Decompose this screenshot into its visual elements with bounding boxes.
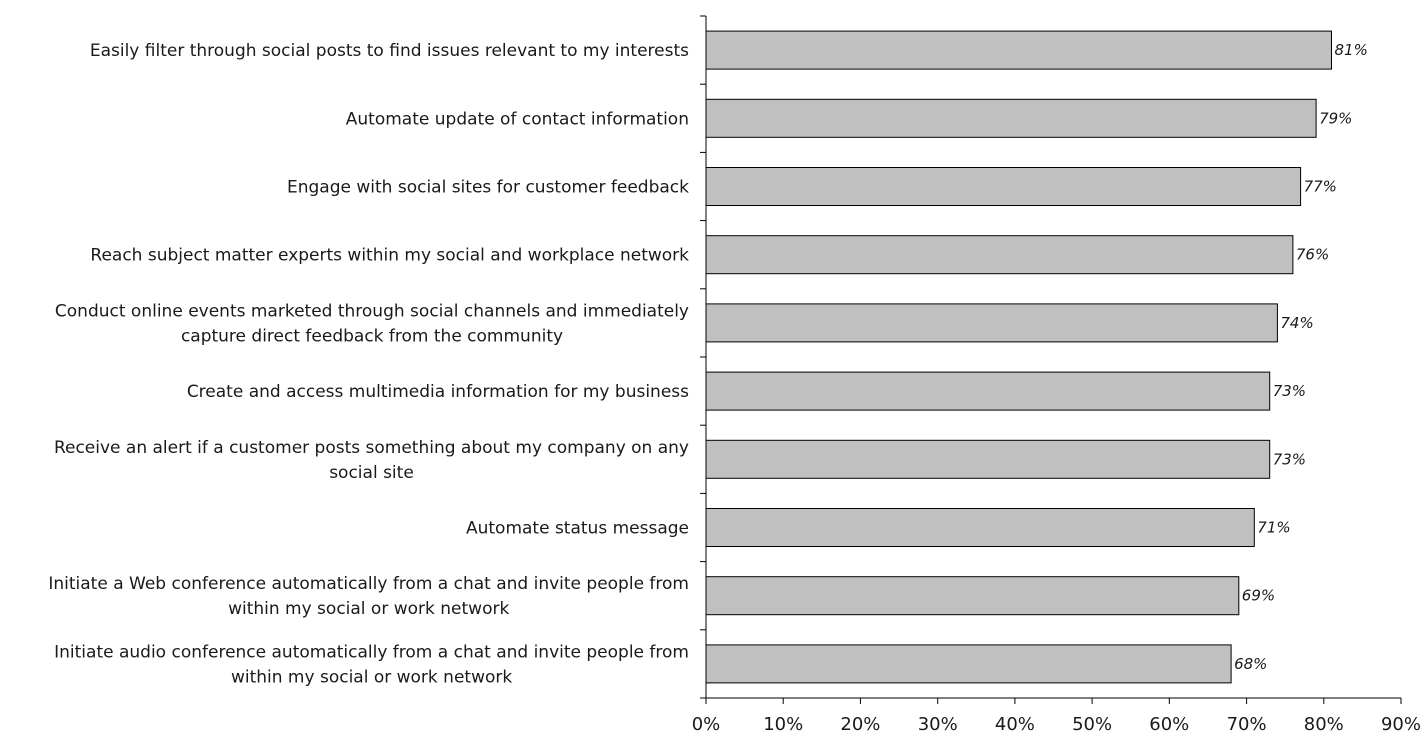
category-label: Reach subject matter experts within my s…: [90, 246, 689, 266]
category-label: Engage with social sites for customer fe…: [287, 178, 689, 198]
axes: 0% 10% 20% 30% 40% 50% 60% 70% 80% 90%: [692, 15, 1421, 735]
data-label: 73%: [1273, 382, 1306, 400]
category-labels: Easily filter through social posts to fi…: [48, 41, 689, 687]
x-tick-label: 90%: [1381, 714, 1421, 735]
category-label: Easily filter through social posts to fi…: [90, 41, 689, 61]
bar: [705, 303, 1278, 343]
data-label: 69%: [1242, 587, 1275, 605]
category-label-line: within my social or work network: [231, 667, 512, 687]
category-label: Automate status message: [466, 519, 689, 539]
category-label-line: social site: [329, 463, 414, 483]
x-tick-label: 80%: [1304, 714, 1344, 735]
data-label: 73%: [1273, 450, 1306, 468]
bar: [705, 30, 1332, 70]
x-tick-label: 20%: [840, 714, 880, 735]
bar: [705, 235, 1294, 275]
bar: [705, 644, 1232, 684]
category-label-line: within my social or work network: [228, 599, 509, 619]
category-label: Automate update of contact information: [346, 109, 689, 129]
data-label: 68%: [1234, 655, 1267, 673]
data-label: 79%: [1319, 109, 1352, 127]
category-label-line: capture direct feedback from the communi…: [181, 326, 563, 346]
x-tick-label: 40%: [995, 714, 1035, 735]
data-label: 76%: [1296, 246, 1329, 264]
bar: [705, 508, 1255, 547]
data-label: 81%: [1335, 41, 1368, 59]
bar: [705, 371, 1271, 411]
x-tick-label: 50%: [1072, 714, 1112, 735]
x-tick-label: 60%: [1149, 714, 1189, 735]
x-tick-label: 30%: [918, 714, 958, 735]
bar: [705, 439, 1271, 479]
x-tick-label: 10%: [763, 714, 803, 735]
bar: [705, 98, 1317, 138]
x-tick-label: 0%: [692, 714, 721, 735]
category-label-line: Initiate audio conference automatically …: [54, 642, 689, 662]
bar: [705, 167, 1302, 206]
x-tick-label: 70%: [1227, 714, 1267, 735]
data-label: 77%: [1304, 178, 1337, 196]
data-labels: 81% 79% 77% 76% 74% 73% 73% 71% 69% 68%: [1234, 41, 1368, 673]
category-label: Create and access multimedia information…: [187, 382, 689, 402]
data-label: 74%: [1280, 314, 1313, 332]
category-label-line: Receive an alert if a customer posts som…: [54, 438, 689, 458]
bars-layer: [705, 30, 1332, 684]
data-label: 71%: [1257, 519, 1290, 537]
category-label-line: Conduct online events marketed through s…: [55, 301, 689, 321]
category-label-line: Initiate a Web conference automatically …: [48, 574, 689, 594]
bar: [705, 576, 1240, 616]
